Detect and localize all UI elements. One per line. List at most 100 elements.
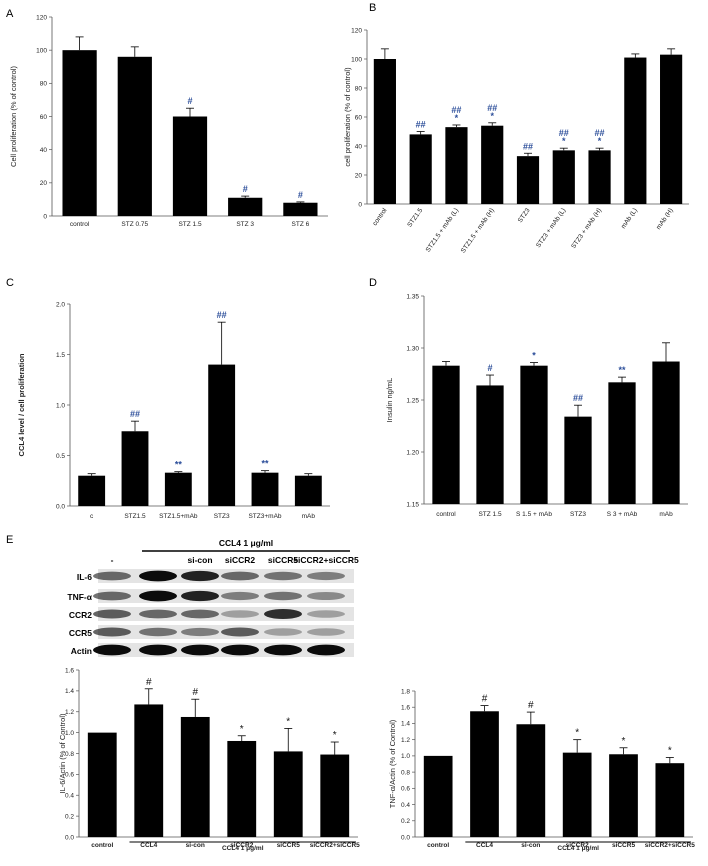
x-tick-label: siCCR2+siCCR5 bbox=[310, 842, 360, 849]
blot-row-label: CCR5 bbox=[69, 628, 92, 638]
chart-B: B 0 20 40 60 80 100 120 cell proliferation (% of… bbox=[343, 2, 689, 254]
bar bbox=[516, 156, 540, 204]
y-tick-label: 0.2 bbox=[401, 818, 410, 825]
x-tick-label: si-con bbox=[186, 842, 205, 849]
x-tick-label: siCCR5 bbox=[612, 842, 636, 849]
significance-mark: * bbox=[598, 136, 602, 146]
blot-band bbox=[139, 627, 177, 637]
x-tick-label: c bbox=[90, 513, 94, 520]
significance-mark: * bbox=[490, 111, 494, 121]
x-tick-label: STZ1.5 bbox=[124, 513, 146, 520]
x-tick-label: siCCR2 bbox=[566, 842, 590, 849]
y-axis-label: Cell proliferation (% of control) bbox=[9, 66, 18, 167]
significance-mark: * bbox=[333, 730, 337, 741]
y-tick-label: 80 bbox=[40, 81, 48, 88]
x-tick-label: si-con bbox=[521, 842, 540, 849]
group-label: CCL4 1 μg/ml bbox=[222, 845, 264, 852]
significance-mark: ** bbox=[175, 460, 183, 470]
bar bbox=[78, 475, 106, 506]
blot-band bbox=[264, 628, 302, 636]
y-tick-label: 20 bbox=[355, 172, 363, 179]
blot-band bbox=[181, 590, 219, 602]
x-tick-label: mAb (H) bbox=[655, 207, 675, 231]
bar bbox=[652, 361, 680, 504]
y-tick-label: 0.0 bbox=[56, 503, 65, 510]
blot-band bbox=[264, 609, 302, 619]
y-tick-label: 0.6 bbox=[401, 786, 410, 793]
blot-band bbox=[139, 644, 177, 656]
blot-band bbox=[139, 590, 177, 602]
bar bbox=[164, 472, 192, 506]
bar bbox=[481, 125, 504, 204]
group-label: CCL4 1 μg/ml bbox=[557, 845, 599, 852]
y-axis-label: CCL4 level / cell proliferation bbox=[17, 353, 26, 456]
bar bbox=[520, 365, 548, 504]
significance-mark: # bbox=[146, 677, 152, 688]
x-tick-label: S 3 + mAb bbox=[607, 511, 638, 518]
blot-band bbox=[139, 570, 177, 582]
y-tick-label: 1.2 bbox=[401, 737, 410, 744]
significance-mark: ## bbox=[451, 105, 461, 115]
y-tick-label: 100 bbox=[351, 56, 362, 63]
panel-label: C bbox=[6, 277, 14, 289]
blot-row-label: IL-6 bbox=[77, 572, 92, 582]
y-tick-label: 0.0 bbox=[65, 834, 74, 841]
significance-mark: * bbox=[240, 724, 244, 735]
x-tick-label: siCCR2 bbox=[230, 842, 254, 849]
significance-mark: # bbox=[482, 694, 488, 705]
x-tick-label: mAb (L) bbox=[620, 207, 639, 230]
chart-E1: 0.0 0.2 0.4 0.6 0.8 1.0 1.2 1.4 1.6 IL-6/Actin (%… bbox=[58, 667, 360, 852]
bar bbox=[445, 127, 468, 204]
bar bbox=[470, 711, 499, 837]
blot-band bbox=[181, 609, 219, 619]
bar bbox=[373, 59, 396, 204]
bar bbox=[294, 475, 322, 506]
y-tick-label: 1.0 bbox=[65, 730, 74, 737]
significance-mark: ## bbox=[595, 128, 605, 138]
y-tick-label: 1.6 bbox=[401, 705, 410, 712]
y-tick-label: 120 bbox=[36, 14, 47, 21]
lane-label: siCCR2+siCCR5 bbox=[293, 555, 359, 565]
panel-label: A bbox=[6, 8, 14, 20]
panel-label: D bbox=[369, 277, 377, 289]
bar bbox=[516, 724, 546, 837]
x-tick-label: STZ 0.75 bbox=[121, 221, 148, 228]
y-tick-label: 0.2 bbox=[65, 813, 74, 820]
significance-mark: # bbox=[243, 184, 248, 194]
chart-D: D 1.15 1.20 1.25 1.30 1.35 Insulin ng/mL contro… bbox=[369, 277, 688, 518]
significance-mark: ** bbox=[261, 459, 269, 469]
y-tick-label: 60 bbox=[355, 114, 363, 121]
blot-row-label: TNF-α bbox=[67, 592, 92, 602]
significance-mark: * bbox=[562, 136, 566, 146]
x-tick-label: CCL4 bbox=[140, 842, 157, 849]
bar bbox=[562, 752, 592, 837]
y-tick-label: 0.4 bbox=[401, 802, 410, 809]
x-tick-label: STZ3 + mAb (L) bbox=[535, 207, 567, 249]
y-axis-label: Insulin ng/mL bbox=[385, 378, 394, 423]
blot-band bbox=[181, 644, 219, 656]
significance-mark: ## bbox=[487, 103, 497, 113]
bar bbox=[624, 57, 647, 204]
blot-band bbox=[221, 627, 259, 637]
significance-mark: * bbox=[668, 746, 672, 757]
bar bbox=[117, 56, 152, 216]
panel-label: B bbox=[369, 2, 376, 14]
y-tick-label: 0.8 bbox=[401, 769, 410, 776]
y-tick-label: 120 bbox=[351, 27, 362, 34]
y-tick-label: 1.25 bbox=[406, 397, 419, 404]
blot-band bbox=[307, 571, 345, 581]
y-tick-label: 100 bbox=[36, 47, 47, 54]
blot-band bbox=[93, 627, 131, 637]
blot-band bbox=[93, 644, 131, 656]
significance-mark: * bbox=[575, 728, 579, 739]
x-tick-label: STZ 6 bbox=[292, 221, 310, 228]
bar bbox=[655, 763, 685, 837]
blot-band bbox=[181, 570, 219, 582]
bar bbox=[62, 50, 97, 216]
x-tick-label: STZ 1.5 bbox=[478, 511, 502, 518]
y-axis-label: IL-6/Actin (% of Control) bbox=[58, 713, 67, 794]
y-tick-label: 1.20 bbox=[406, 449, 419, 456]
bar bbox=[588, 150, 611, 204]
bar bbox=[423, 755, 453, 837]
